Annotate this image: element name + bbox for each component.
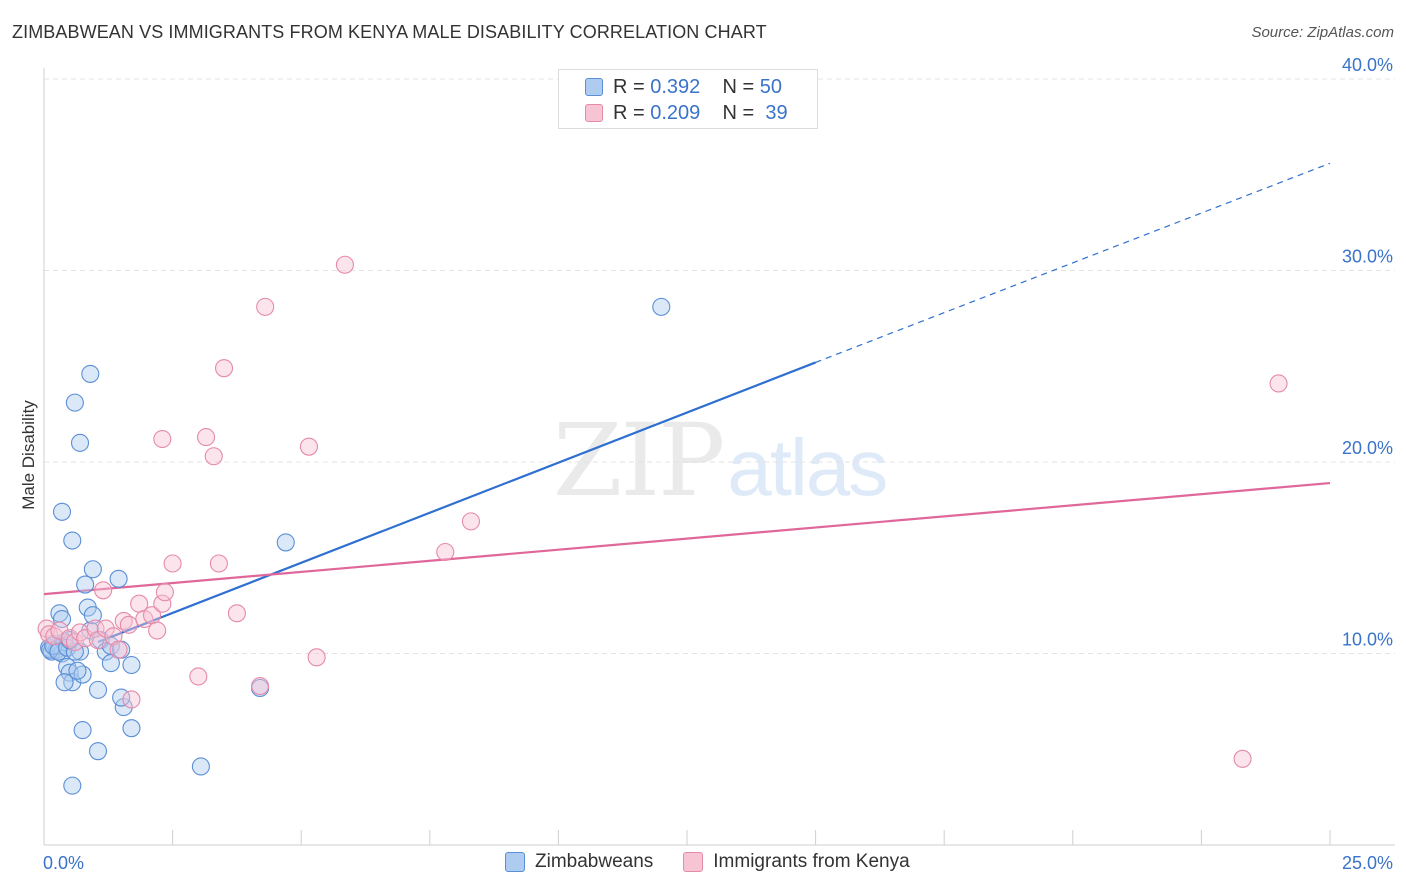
- kenya-point: [299, 437, 318, 456]
- zimbabwean-point: [81, 364, 100, 383]
- zimbabwean-point: [44, 636, 63, 655]
- kenya-point: [104, 627, 123, 646]
- legend-swatch-blue: [505, 852, 525, 872]
- legend-r-label: R =: [613, 101, 645, 124]
- legend-r-label: R =: [613, 75, 645, 98]
- legend-n-label: N =: [722, 101, 755, 124]
- kenya-point: [65, 632, 84, 652]
- source-credit: Source: ZipAtlas.com: [1251, 24, 1394, 41]
- zimbabwean-point: [191, 757, 210, 776]
- legend-item-zimbabweans: Zimbabweans: [505, 851, 653, 873]
- kenya-point: [94, 581, 113, 600]
- legend-r-value: 0.392: [650, 75, 701, 98]
- x-tick-label: 0.0%: [43, 853, 84, 873]
- kenya-point: [189, 667, 208, 686]
- correlation-legend: R = 0.392 N = 50 R = 0.209 N = 39: [558, 69, 818, 129]
- zimbabwean-point: [68, 661, 87, 680]
- legend-swatch-blue: [585, 78, 603, 96]
- zimbabwean-point: [65, 642, 84, 661]
- kenya-point: [307, 648, 326, 667]
- zimbabwean-point: [52, 502, 72, 521]
- zimbabwean-point: [276, 533, 295, 552]
- zimbabwean-point: [55, 673, 74, 692]
- legend-row-zimbabweans: R = 0.392 N = 50: [585, 75, 782, 99]
- zimbabwean-point: [65, 393, 84, 412]
- kenya-point: [214, 359, 234, 378]
- kenya-point: [204, 447, 223, 466]
- kenya-point: [256, 297, 275, 316]
- legend-label: Immigrants from Kenya: [713, 851, 910, 872]
- kenya-trend-line: [43, 481, 1331, 596]
- kenya-point: [335, 255, 354, 274]
- kenya-point: [109, 640, 128, 659]
- legend-n-label: N =: [722, 75, 755, 98]
- kenya-point: [96, 619, 115, 638]
- trend-lines: [43, 162, 1331, 644]
- zimbabwean-point: [76, 575, 95, 594]
- zimbabwean-point: [70, 433, 90, 452]
- kenya-point: [86, 619, 105, 638]
- data-points: [37, 255, 1288, 795]
- zimbabwean-point: [63, 531, 82, 550]
- zimbabwean-point: [101, 654, 120, 673]
- zimbabwean-point: [83, 606, 102, 625]
- kenya-point: [1269, 374, 1288, 393]
- zimbabwean-point: [70, 642, 90, 661]
- zimbabwean-point: [52, 609, 72, 629]
- kenya-point: [148, 621, 167, 640]
- kenya-point: [50, 621, 69, 640]
- legend-item-kenya: Immigrants from Kenya: [683, 851, 910, 873]
- axis-labels: 10.0% 20.0% 30.0% 40.0% 0.0% 25.0% Male Disabi…: [19, 55, 1393, 873]
- kenya-point: [461, 512, 481, 531]
- zimbabwean-point: [63, 673, 82, 692]
- zimbabwean-trend-line: [97, 361, 816, 644]
- kenya-point: [153, 429, 172, 449]
- zimbabwean-trend-extension: [815, 162, 1331, 363]
- series-legend: Zimbabweans Immigrants from Kenya: [505, 851, 940, 873]
- y-tick-label: 20.0%: [1342, 438, 1393, 458]
- zimbabwean-point: [88, 742, 108, 761]
- y-axis-label: Male Disability: [19, 400, 38, 510]
- chart-title: ZIMBABWEAN VS IMMIGRANTS FROM KENYA MALE…: [12, 22, 767, 42]
- kenya-point: [436, 542, 455, 562]
- legend-r-value: 0.209: [650, 101, 701, 124]
- zimbabwean-point: [122, 655, 141, 675]
- zimbabwean-point: [88, 680, 108, 699]
- kenya-point: [155, 583, 174, 602]
- kenya-point: [163, 554, 182, 573]
- y-tick-label: 40.0%: [1342, 55, 1393, 75]
- legend-n-value: 39: [765, 101, 788, 124]
- zimbabwean-point: [122, 719, 141, 738]
- legend-label: Zimbabweans: [535, 851, 654, 872]
- kenya-point: [250, 677, 270, 696]
- zimbabwean-point: [652, 297, 671, 316]
- kenya-point: [227, 604, 246, 623]
- kenya-point: [196, 428, 216, 447]
- zimbabwean-point: [83, 560, 102, 579]
- y-tick-label: 10.0%: [1342, 630, 1393, 650]
- kenya-point: [119, 615, 138, 634]
- kenya-point: [70, 623, 90, 642]
- kenya-point: [209, 554, 228, 573]
- x-tick-label: 25.0%: [1342, 853, 1393, 873]
- axes: [43, 68, 1395, 846]
- y-tick-label: 30.0%: [1342, 247, 1393, 267]
- kenya-point: [45, 627, 64, 646]
- grid-lines: [44, 78, 1395, 654]
- kenya-point: [122, 690, 141, 709]
- zimbabwean-point: [63, 776, 82, 795]
- zimbabwean-point: [109, 569, 128, 588]
- kenya-point: [153, 594, 172, 613]
- legend-swatch-pink: [683, 852, 704, 872]
- legend-swatch-pink: [585, 104, 603, 122]
- legend-row-kenya: R = 0.209 N = 39: [585, 101, 788, 125]
- zimbabwean-point: [73, 721, 92, 740]
- legend-n-value: 50: [759, 75, 783, 98]
- kenya-point: [1233, 749, 1252, 768]
